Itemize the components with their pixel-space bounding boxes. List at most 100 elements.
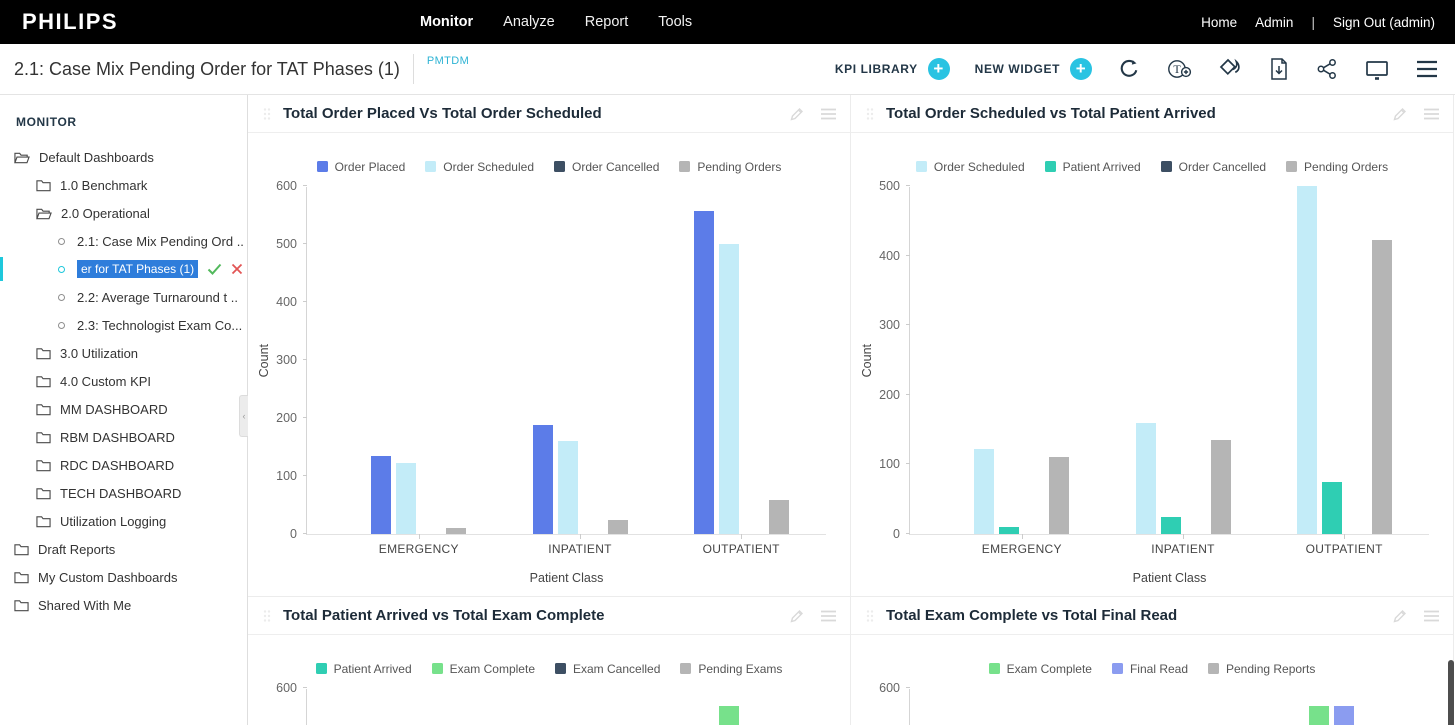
sidebar-folder[interactable]: MM DASHBOARD	[0, 395, 247, 423]
rename-input[interactable]: er for TAT Phases (1)	[77, 260, 199, 278]
widgets: Total Order Placed Vs Total Order Schedu…	[248, 95, 1455, 725]
legend-item[interactable]: Patient Arrived	[315, 662, 412, 676]
sidebar-folder[interactable]: My Custom Dashboards	[0, 563, 247, 591]
legend-item[interactable]: Order Scheduled	[425, 160, 534, 174]
y-axis-title: Count	[257, 343, 271, 378]
sidebar-item-label: 2.2: Average Turnaround t ..	[77, 289, 238, 305]
sidebar-item[interactable]: 2.3: Technologist Exam Co...	[0, 311, 247, 339]
sidebar-collapse-handle[interactable]: ‹	[239, 395, 248, 437]
legend-item[interactable]: Exam Complete	[988, 662, 1092, 676]
divider	[412, 54, 414, 84]
drag-handle-icon[interactable]	[262, 107, 272, 121]
pmtdm-badge: PMTDM	[426, 55, 470, 67]
folder-icon	[14, 599, 29, 612]
sidebar-folder[interactable]: Default Dashboards	[0, 143, 247, 171]
sidebar-folder[interactable]: TECH DASHBOARD	[0, 479, 247, 507]
x-axis-title: Patient Class	[1132, 571, 1207, 585]
sidebar-folder[interactable]: Utilization Logging	[0, 507, 247, 535]
widget-menu-icon[interactable]	[1424, 610, 1439, 622]
sidebar-folder[interactable]: 2.0 Operational	[0, 199, 247, 227]
y-tick-label: 300	[276, 353, 297, 367]
export-icon[interactable]	[1268, 57, 1290, 81]
nav-tools[interactable]: Tools	[658, 14, 693, 30]
sidebar-folder[interactable]: RBM DASHBOARD	[0, 423, 247, 451]
y-axis-title: Count	[860, 343, 874, 378]
vertical-scrollbar[interactable]	[1448, 660, 1454, 725]
legend-swatch	[679, 161, 691, 172]
sidebar-item[interactable]: 2.2: Average Turnaround t ..	[0, 283, 247, 311]
sidebar-folder[interactable]: Draft Reports	[0, 535, 247, 563]
bullet-icon	[58, 265, 65, 273]
legend-item[interactable]: Patient Arrived	[1044, 160, 1141, 174]
sidebar-item-editing[interactable]: er for TAT Phases (1)	[0, 255, 247, 283]
y-tick-label: 300	[879, 318, 900, 333]
widget-menu-icon[interactable]	[821, 610, 836, 622]
edit-widget-icon[interactable]	[789, 106, 805, 122]
edit-widget-icon[interactable]	[789, 608, 805, 624]
edit-widget-icon[interactable]	[1392, 106, 1408, 122]
page-title: 2.1: Case Mix Pending Order for TAT Phas…	[14, 58, 400, 79]
x-category-label: EMERGENCY	[981, 542, 1062, 556]
y-tick-label: 0	[290, 527, 297, 541]
drag-handle-icon[interactable]	[865, 107, 875, 121]
sidebar-folder-label: Shared With Me	[38, 597, 132, 613]
folder-open-icon	[14, 151, 30, 164]
bullet-icon	[58, 237, 65, 245]
sidebar-folder[interactable]: 1.0 Benchmark	[0, 171, 247, 199]
plus-icon[interactable]: +	[927, 58, 950, 80]
legend-swatch	[555, 663, 566, 674]
folder-icon	[36, 431, 51, 444]
style-icon[interactable]	[1218, 57, 1243, 81]
sidebar-folder[interactable]: 3.0 Utilization	[0, 339, 247, 367]
legend-swatch	[988, 663, 1000, 674]
legend-item[interactable]: Pending Reports	[1208, 662, 1315, 676]
share-icon[interactable]	[1315, 57, 1339, 81]
plus-icon[interactable]: +	[1070, 58, 1092, 80]
legend-item[interactable]: Exam Cancelled	[555, 662, 660, 676]
y-tick-label: 500	[879, 179, 900, 193]
menu-icon[interactable]	[1415, 60, 1439, 78]
edit-widget-icon[interactable]	[1392, 608, 1408, 624]
cancel-rename-icon[interactable]	[231, 263, 243, 275]
sidebar-folder[interactable]: Shared With Me	[0, 591, 247, 619]
legend-item[interactable]: Pending Orders	[1286, 160, 1388, 174]
kpi-library-button[interactable]: KPI LIBRARY +	[835, 58, 950, 80]
sidebar-folder[interactable]: RDC DASHBOARD	[0, 451, 247, 479]
admin-link[interactable]: Admin	[1255, 14, 1294, 30]
legend-item[interactable]: Order Cancelled	[1160, 160, 1266, 174]
display-icon[interactable]	[1364, 57, 1390, 81]
sidebar-folder[interactable]: 4.0 Custom KPI	[0, 367, 247, 395]
confirm-rename-icon[interactable]	[207, 263, 222, 275]
legend-swatch	[431, 663, 443, 674]
y-tick-label: 100	[276, 469, 297, 483]
legend-item[interactable]: Order Scheduled	[915, 160, 1025, 174]
nav-report[interactable]: Report	[584, 14, 629, 30]
widget: Total Patient Arrived vs Total Exam Comp…	[248, 597, 851, 725]
drag-handle-icon[interactable]	[865, 609, 875, 623]
drag-handle-icon[interactable]	[262, 609, 272, 623]
refresh-icon[interactable]	[1117, 57, 1141, 81]
legend-item[interactable]: Pending Exams	[680, 662, 782, 676]
add-text-icon[interactable]: T	[1166, 57, 1193, 81]
nav-monitor[interactable]: Monitor	[420, 14, 474, 30]
legend-item[interactable]: Order Placed	[316, 160, 405, 174]
legend-item[interactable]: Final Read	[1111, 662, 1188, 676]
sidebar-folder-label: MM DASHBOARD	[60, 401, 168, 417]
x-axis-title: Patient Class	[529, 571, 604, 585]
widget-header: Total Patient Arrived vs Total Exam Comp…	[248, 597, 850, 635]
legend-swatch	[1111, 663, 1123, 674]
legend-item[interactable]: Pending Orders	[679, 160, 781, 174]
signout-link[interactable]: Sign Out (admin)	[1332, 14, 1435, 30]
legend-item[interactable]: Order Cancelled	[554, 160, 659, 174]
y-tick-label: 600	[276, 681, 297, 695]
new-widget-button[interactable]: NEW WIDGET +	[975, 58, 1092, 80]
widget-menu-icon[interactable]	[821, 108, 836, 120]
nav-analyze[interactable]: Analyze	[503, 14, 555, 30]
legend-item[interactable]: Exam Complete	[431, 662, 535, 676]
y-tick-label: 0	[893, 527, 900, 541]
sidebar-item[interactable]: 2.1: Case Mix Pending Ord ..	[0, 227, 247, 255]
home-link[interactable]: Home	[1201, 14, 1238, 30]
widget-menu-icon[interactable]	[1424, 108, 1439, 120]
folder-open-icon	[36, 207, 52, 220]
y-tick-label: 100	[879, 457, 900, 472]
